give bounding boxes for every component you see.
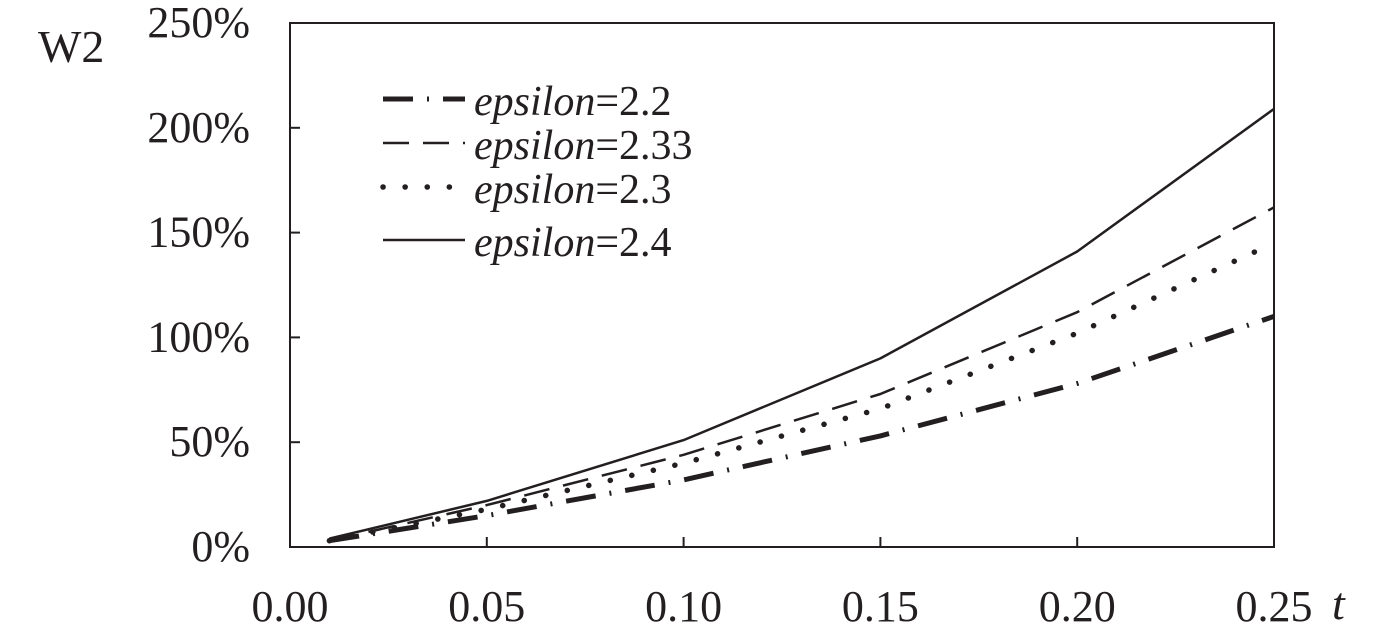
legend-label: epsilon=2.3 [474, 167, 672, 213]
series-line-dashdot [329, 314, 1275, 544]
legend-label-value: =2.3 [595, 167, 671, 213]
legend: epsilon=2.2epsilon=2.33epsilon=2.3epsilo… [380, 79, 693, 266]
legend-label-variable: epsilon [474, 79, 595, 125]
y-tick-label: 100% [147, 312, 250, 361]
x-tick-label: 0.00 [252, 582, 329, 631]
y-tick-label: 0% [191, 522, 250, 571]
y-axis-label: W2 [38, 21, 104, 72]
x-tick-label: 0.10 [645, 582, 722, 631]
x-tick-label: 0.20 [1039, 582, 1116, 631]
x-ticks: 0.00 0.05 0.10 0.15 0.20 0.25 [252, 537, 1313, 631]
legend-label: epsilon=2.4 [474, 220, 672, 266]
series-line-dotted [326, 240, 1277, 544]
legend-label-variable: epsilon [474, 123, 595, 169]
y-tick-label: 250% [147, 0, 250, 47]
x-tick-label: 0.05 [448, 582, 525, 631]
plot-frame [289, 22, 1275, 548]
series-line-solid [329, 107, 1275, 540]
series-line-dashed [329, 206, 1275, 542]
y-tick-label: 50% [169, 417, 250, 466]
legend-label-variable: epsilon [474, 167, 595, 213]
x-axis-label: t [1332, 578, 1346, 629]
legend-label-variable: epsilon [474, 220, 595, 266]
x-tick-label: 0.15 [842, 582, 919, 631]
legend-label-value: =2.2 [595, 79, 671, 125]
y-tick-label: 150% [147, 208, 250, 257]
y-ticks: 0% 50% 100% 150% 200% 250% [147, 0, 300, 571]
series-lines [326, 107, 1277, 544]
y-tick-label: 200% [147, 103, 250, 152]
x-tick-label: 0.25 [1236, 582, 1313, 631]
legend-label-value: =2.33 [595, 123, 692, 169]
legend-label: epsilon=2.33 [474, 123, 693, 169]
legend-label-value: =2.4 [595, 220, 671, 266]
legend-label: epsilon=2.2 [474, 79, 672, 125]
